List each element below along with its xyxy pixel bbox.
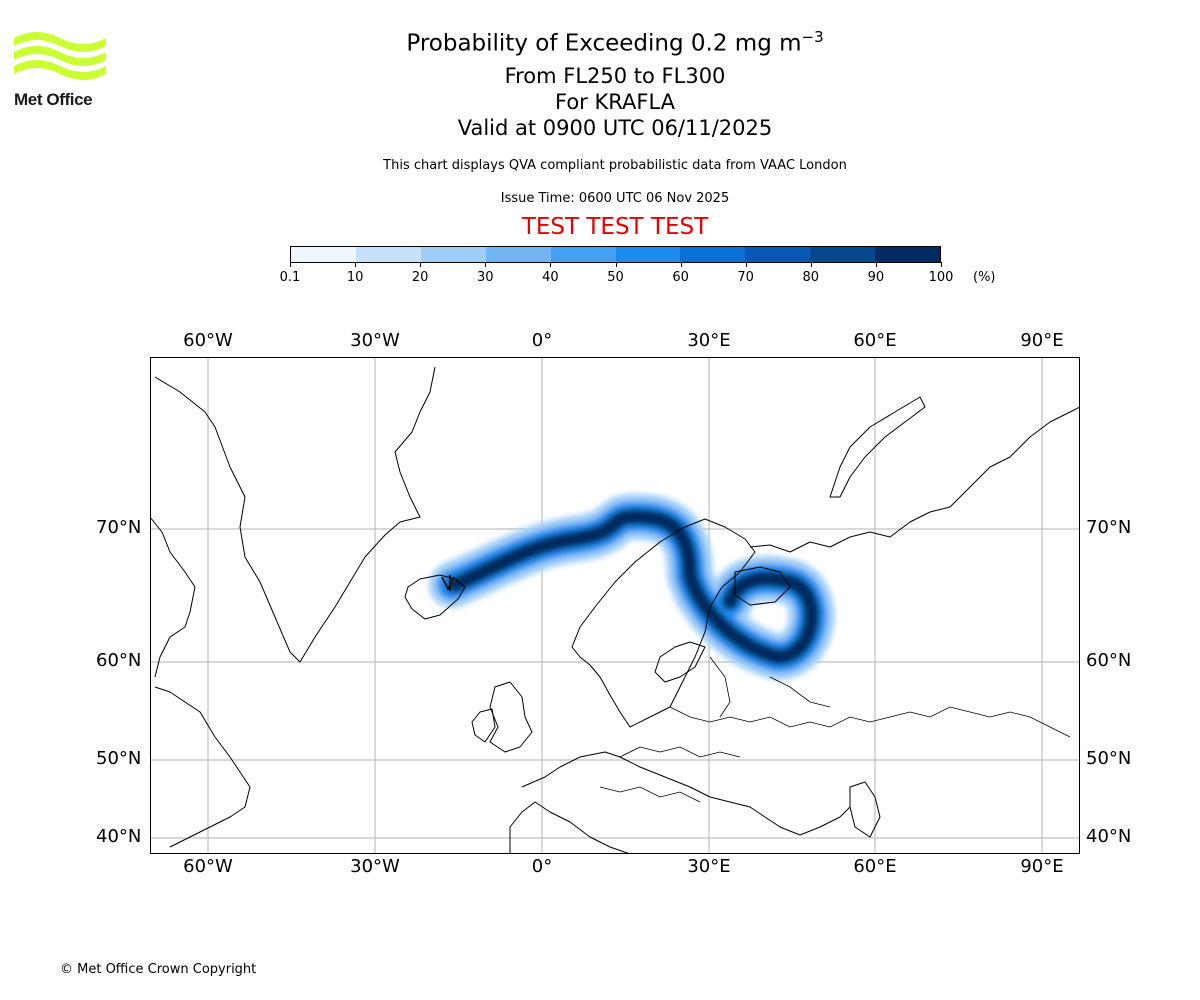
met-office-logo-icon [14,32,106,80]
chart-title: Probability of Exceeding 0.2 mg m−3 [0,28,1200,57]
longitude-label-bottom: 0° [531,856,553,877]
valid-time: Valid at 0900 UTC 06/11/2025 [457,116,773,140]
plume-core [447,508,820,665]
latitude-label-right: 60°N [1086,650,1132,671]
logo-text: Met Office [14,90,93,109]
uk-coast [489,681,533,753]
longitude-label-bottom: 30°W [350,856,400,877]
colorbar-segment [291,247,356,262]
colorbar-tick-label: 50 [607,270,624,285]
latitude-label-left: 50°N [96,748,142,769]
colorbar-tick-mark [941,262,942,267]
colorbar-tick-label: 40 [542,270,559,285]
longitude-label-bottom: 90°E [1020,856,1064,877]
europe-coast [509,751,851,854]
colorbar-segment [420,247,486,262]
longitude-label-top: 0° [531,330,553,351]
ash-plume [429,493,835,680]
chart-description: This chart displays QVA compliant probab… [383,158,847,173]
colorbar-tick-mark [550,262,552,267]
longitude-label-top: 90°E [1020,330,1064,351]
white-sea-coast [734,566,791,606]
colorbar-tick-mark [420,262,422,267]
gridlines [150,357,1080,854]
colorbar-tick-label: 80 [802,270,820,285]
latitude-label-left: 70°N [96,517,142,538]
colorbar [290,246,941,263]
colorbar-tick-label: 20 [411,270,429,285]
longitude-label-top: 60°W [183,330,233,351]
novaya-zemlya-coast [829,396,926,498]
colorbar-segment [550,247,616,262]
test-banner: TEST TEST TEST [521,214,709,240]
coastlines [150,366,1080,854]
colorbar-tick-mark [680,262,682,267]
colorbar-tick-label: 60 [672,270,689,285]
map-panel [150,357,1080,854]
title-exponent: −3 [801,28,824,46]
latitude-label-right: 50°N [1086,748,1132,769]
baltic-coast [654,641,706,683]
colorbar-tick-label: 0.1 [279,270,301,285]
source-marker [441,575,455,591]
longitude-label-bottom: 30°E [687,856,731,877]
colorbar-segment [485,247,551,262]
longitude-label-bottom: 60°E [853,856,897,877]
longitude-label-bottom: 60°W [183,856,233,877]
latitude-label-right: 40°N [1086,826,1132,847]
latitude-label-left: 40°N [96,826,142,847]
colorbar-tick-label: 100 [928,270,954,285]
baffin-coast [150,516,196,678]
copyright: © Met Office Crown Copyright [60,962,257,977]
colorbar-segment [355,247,421,262]
longitude-label-top: 60°E [853,330,897,351]
colorbar-tick-mark [745,262,747,267]
issue-time: Issue Time: 0600 UTC 06 Nov 2025 [500,191,730,206]
volcano-name: For KRAFLA [555,90,675,114]
latitude-label-left: 60°N [96,650,142,671]
iceland-coast [404,574,466,620]
country-borders [599,656,1071,803]
longitude-label-top: 30°W [350,330,400,351]
colorbar-tick-label: 30 [477,270,494,285]
colorbar-tick-mark [615,262,617,267]
colorbar-tick-mark [875,262,877,267]
ireland-coast [471,708,496,743]
colorbar-segment [810,247,876,262]
caspian-coast [849,781,881,838]
colorbar-tick-label: 70 [737,270,754,285]
latitude-label-right: 70°N [1086,517,1132,538]
greenland-coast [154,366,436,663]
map-frame [150,357,1080,854]
colorbar-tick-mark [810,262,812,267]
longitude-label-top: 30°E [687,330,731,351]
labrador-coast [154,686,251,848]
colorbar-tick-label: 10 [346,270,364,285]
title-text: Probability of Exceeding 0.2 mg m [406,30,802,57]
colorbar-segment [680,247,746,262]
colorbar-tick-label: 90 [867,270,885,285]
russia-arctic-coast [749,406,1080,553]
colorbar-segment [745,247,811,262]
colorbar-tick-mark [355,262,357,267]
colorbar-tick-mark [290,262,291,267]
scandinavia-coast [571,518,756,728]
colorbar-tick-mark [485,262,487,267]
colorbar-unit: (%) [973,270,996,285]
flight-level-range: From FL250 to FL300 [504,64,726,88]
colorbar-segment [875,247,941,262]
colorbar-segment [615,247,681,262]
